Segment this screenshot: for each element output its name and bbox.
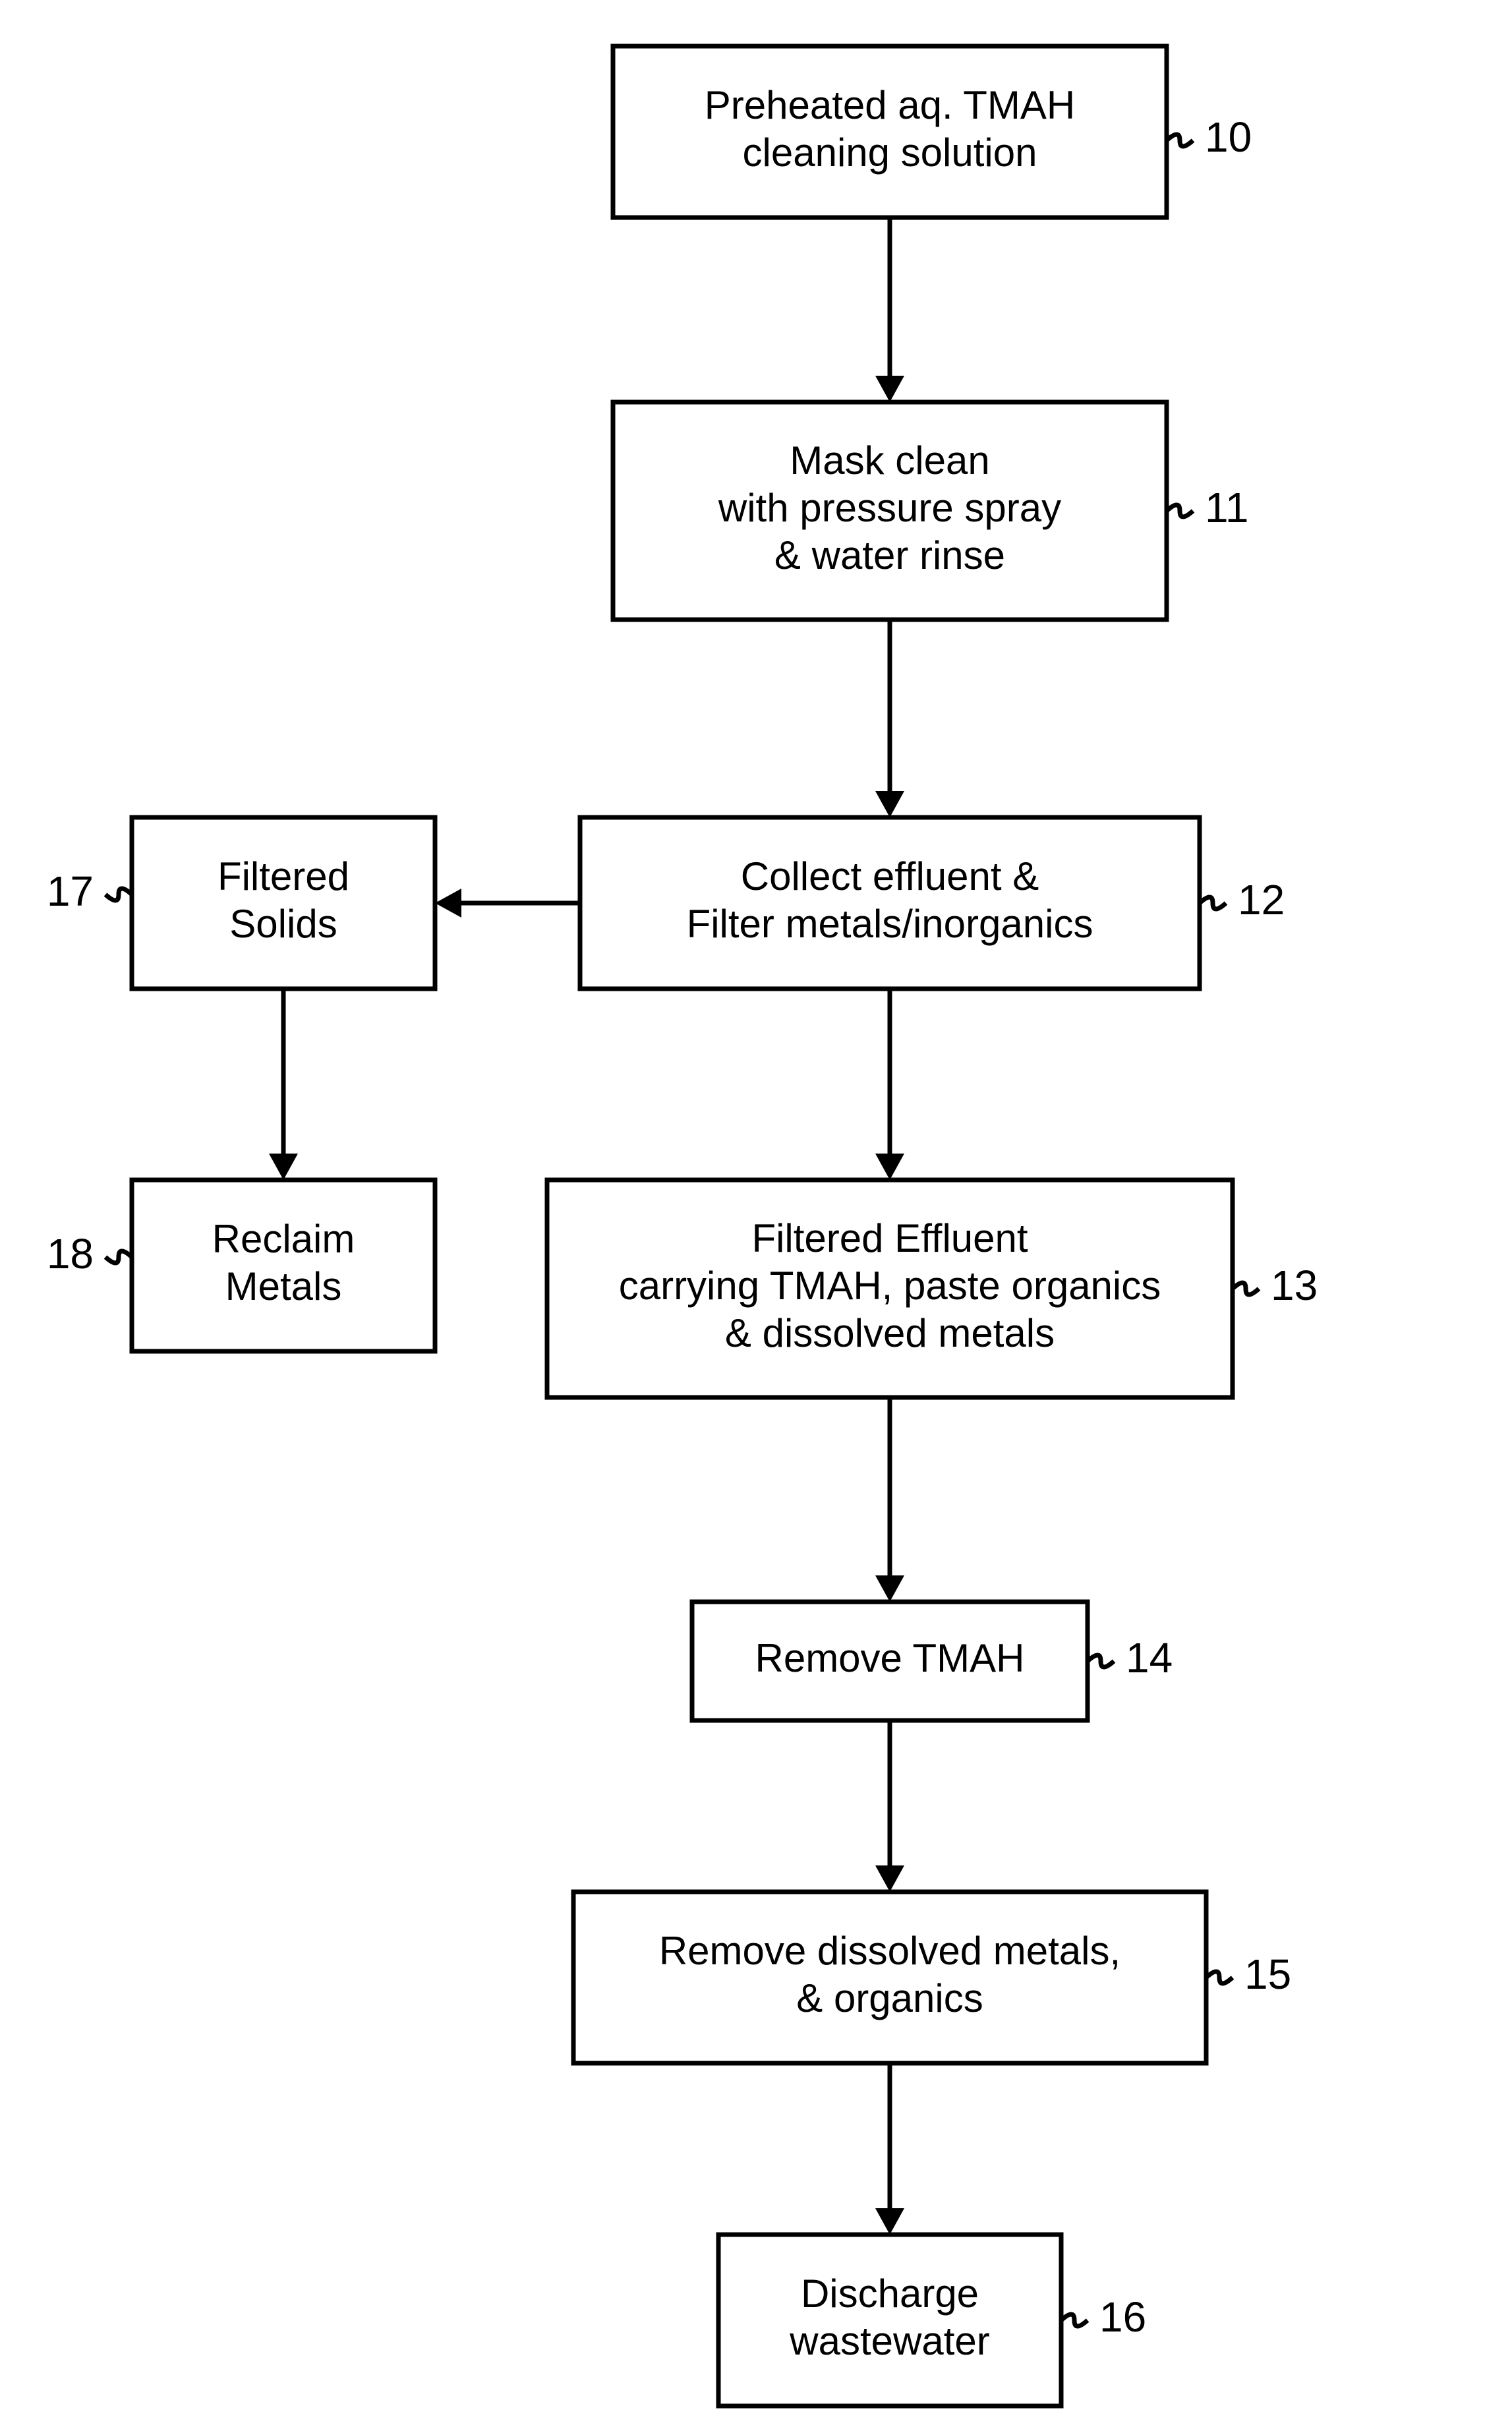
node-text: Metals <box>225 1264 342 1308</box>
node-text: & organics <box>796 1976 983 2020</box>
node-text: wastewater <box>789 2319 989 2363</box>
flow-node: FilteredSolids 17 <box>47 817 435 989</box>
flow-node: Remove dissolved metals,& organics 15 <box>573 1892 1291 2063</box>
flow-node: Collect effluent &Filter metals/inorgani… <box>580 817 1285 989</box>
node-label: 10 <box>1205 113 1252 161</box>
node-text: Filtered Effluent <box>751 1216 1028 1260</box>
node-label: 17 <box>47 867 94 915</box>
node-label: 15 <box>1244 1950 1291 1998</box>
node-label: 11 <box>1205 484 1248 531</box>
flow-node: Filtered Effluentcarrying TMAH, paste or… <box>547 1180 1318 1397</box>
flow-node: Remove TMAH 14 <box>692 1602 1173 1720</box>
node-text: cleaning solution <box>743 131 1037 175</box>
node-text: Mask clean <box>790 438 989 483</box>
node-label: 18 <box>47 1230 94 1277</box>
node-text: & dissolved metals <box>725 1311 1055 1355</box>
node-text: Filtered <box>218 854 349 898</box>
node-label: 12 <box>1238 876 1285 923</box>
flow-node: ReclaimMetals 18 <box>47 1180 435 1351</box>
node-text: with pressure spray <box>718 486 1061 530</box>
node-text: Discharge <box>801 2272 979 2316</box>
node-text: & water rinse <box>774 533 1005 577</box>
node-text: Solids <box>229 902 337 946</box>
node-text: Remove dissolved metals, <box>659 1929 1120 1973</box>
node-text: Filter metals/inorganics <box>687 902 1093 946</box>
node-label: 13 <box>1271 1262 1318 1309</box>
flow-node: Dischargewastewater 16 <box>718 2235 1146 2406</box>
node-text: Reclaim <box>212 1217 355 1261</box>
node-text: Remove TMAH <box>755 1636 1025 1680</box>
flow-node: Preheated aq. TMAHcleaning solution 10 <box>613 46 1252 218</box>
node-label: 14 <box>1126 1634 1173 1682</box>
node-label: 16 <box>1099 2293 1146 2341</box>
node-text: Collect effluent & <box>741 854 1039 898</box>
node-text: carrying TMAH, paste organics <box>619 1264 1161 1308</box>
node-text: Preheated aq. TMAH <box>705 83 1076 127</box>
flow-node: Mask cleanwith pressure spray& water rin… <box>613 402 1248 620</box>
